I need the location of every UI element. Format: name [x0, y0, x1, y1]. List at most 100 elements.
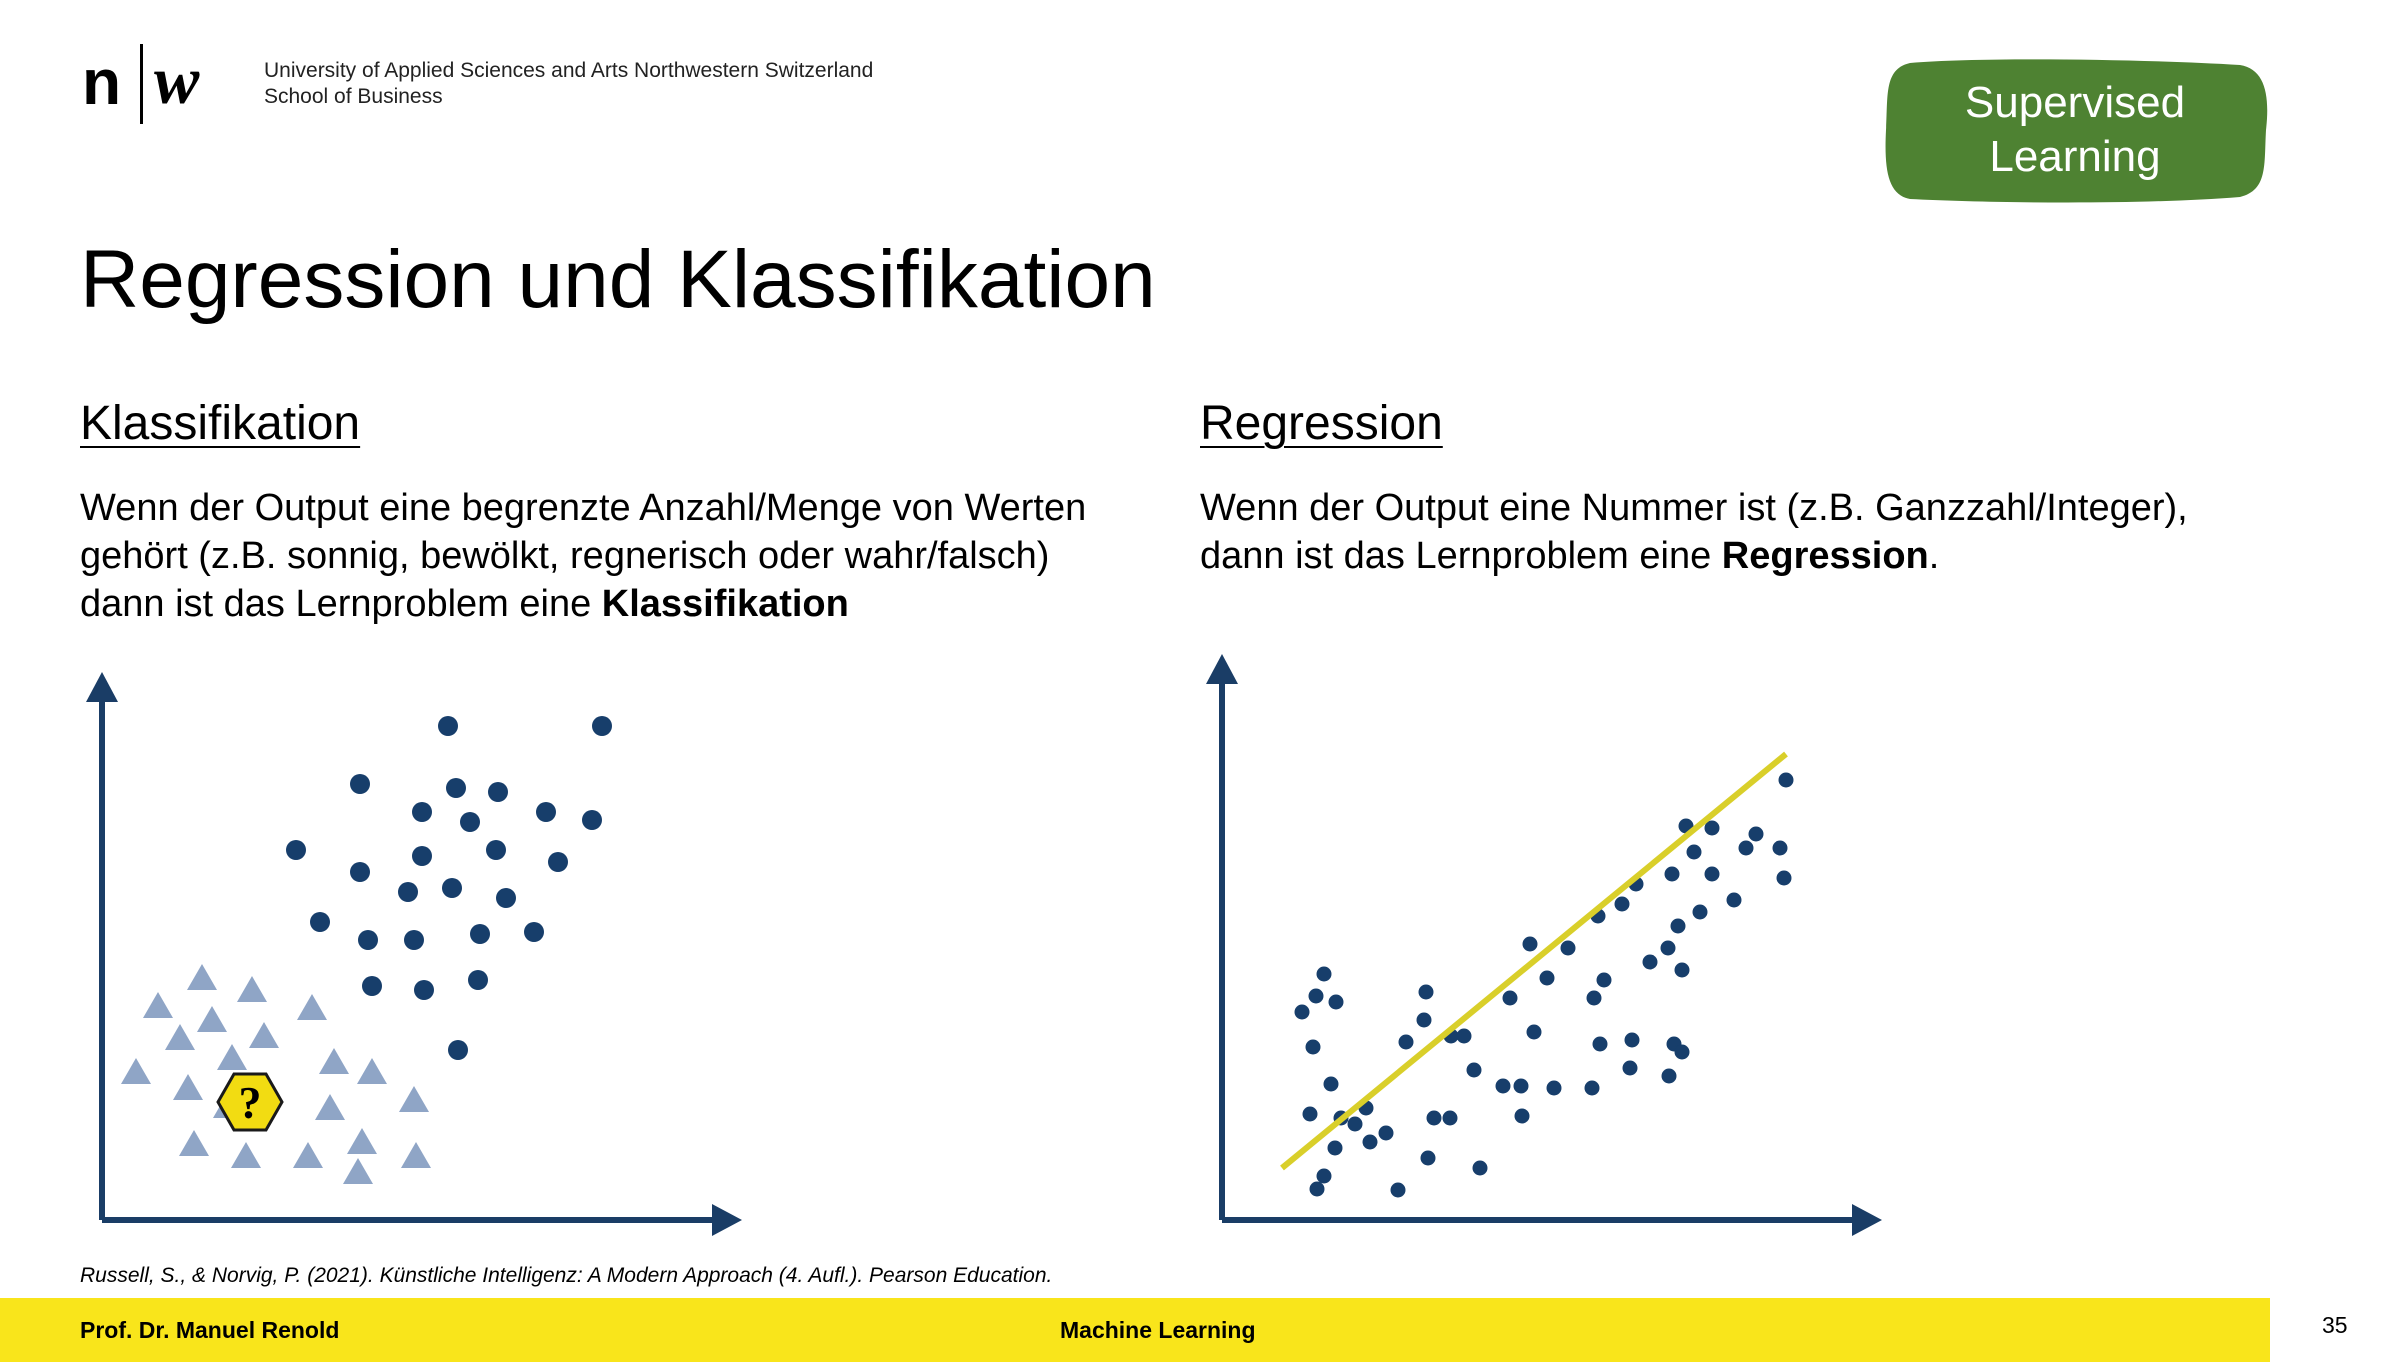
class-a-dot	[496, 888, 516, 908]
class-a-dot	[412, 802, 432, 822]
badge-label: Supervised Learning	[1880, 76, 2270, 184]
regression-sample-dot	[1692, 904, 1708, 920]
regression-sample-dot	[1664, 866, 1680, 882]
regression-sample-dot	[1513, 1078, 1529, 1094]
badge-line-1: Supervised	[1964, 78, 2186, 127]
question-mark: ?	[239, 1077, 262, 1128]
regression-sample-dot	[1592, 1036, 1608, 1052]
regression-sample-dot	[1416, 1012, 1432, 1028]
class-b-triangle	[401, 1142, 431, 1168]
class-a-dot	[582, 810, 602, 830]
class-a-dot	[350, 774, 370, 794]
regression-line-1: Wenn der Output eine Nummer ist (z.B. Ga…	[1200, 487, 2188, 529]
regression-sample-dot	[1546, 1080, 1562, 1096]
regression-sample-dot	[1526, 1024, 1542, 1040]
class-a-dot	[460, 812, 480, 832]
class-b-triangle	[343, 1158, 373, 1184]
regression-line	[1280, 751, 1788, 1171]
regression-sample-dot	[1560, 940, 1576, 956]
regression-sample-dot	[1327, 1140, 1343, 1156]
class-a-dot	[446, 778, 466, 798]
regression-sample-dot	[1418, 984, 1434, 1000]
class-a-dot	[470, 924, 490, 944]
org-line-2: School of Business	[264, 85, 443, 108]
logo-w: w	[154, 42, 200, 118]
classification-line-3: dann ist das Lernproblem eine Klassifika…	[80, 580, 1086, 628]
regression-sample-dot	[1347, 1116, 1363, 1132]
citation: Russell, S., & Norvig, P. (2021). Künstl…	[80, 1264, 1053, 1287]
class-a-dot	[404, 930, 424, 950]
regression-sample-dot	[1661, 1068, 1677, 1084]
class-b-triangle	[143, 992, 173, 1018]
page-number: 35	[2322, 1312, 2348, 1338]
regression-sample-dot	[1674, 962, 1690, 978]
regression-line-2: dann ist das Lernproblem eine Regression…	[1200, 532, 2188, 580]
class-a-dot	[442, 878, 462, 898]
regression-sample-dot	[1772, 840, 1788, 856]
regression-sample-dot	[1309, 1181, 1325, 1197]
regression-sample-dot	[1596, 972, 1612, 988]
unknown-hexagon	[216, 1072, 284, 1132]
y-axis-arrow	[86, 672, 118, 702]
regression-sample-dot	[1456, 1028, 1472, 1044]
class-a-dot	[468, 970, 488, 990]
unknown-sample: ?	[216, 1072, 284, 1132]
classification-axes	[86, 672, 742, 1236]
regression-sample-dot	[1670, 918, 1686, 934]
regression-sample-dot	[1316, 1168, 1332, 1184]
class-b-triangle	[315, 1094, 345, 1120]
class-a-dot	[286, 840, 306, 860]
class-a-dot	[438, 716, 458, 736]
class-b-triangle	[179, 1130, 209, 1156]
class-b-triangle	[357, 1058, 387, 1084]
regression-sample-dot	[1323, 1076, 1339, 1092]
regression-sample-dot	[1390, 1182, 1406, 1198]
regression-sample-dot	[1726, 892, 1742, 908]
regression-sample-dot	[1674, 1044, 1690, 1060]
class-a-dot	[488, 782, 508, 802]
regression-dots	[1294, 772, 1794, 1198]
class-a-dot	[548, 852, 568, 872]
org-line-1: University of Applied Sciences and Arts …	[264, 59, 874, 82]
regression-sample-dot	[1776, 870, 1792, 886]
regression-sample-dot	[1420, 1150, 1436, 1166]
regression-line-2-period: .	[1928, 535, 1940, 577]
regression-bold-term: Regression	[1721, 535, 1929, 577]
classification-illustration: ?	[86, 672, 742, 1236]
class-b-triangle	[231, 1142, 261, 1168]
class-a-dot	[362, 976, 382, 996]
class-b-triangle	[237, 976, 267, 1002]
class-a-dot	[486, 840, 506, 860]
regression-sample-dot	[1704, 820, 1720, 836]
x-axis-arrow	[1852, 1204, 1882, 1236]
regression-sample-dot	[1308, 988, 1324, 1004]
x-axis-arrow	[712, 1204, 742, 1236]
regression-sample-dot	[1539, 970, 1555, 986]
regression-sample-dot	[1660, 940, 1676, 956]
regression-sample-dot	[1305, 1039, 1321, 1055]
class-a-dot	[536, 802, 556, 822]
fhnw-logo: n w	[82, 42, 232, 126]
class-b-triangle	[165, 1024, 195, 1050]
footer-course: Machine Learning	[1060, 1317, 1256, 1343]
regression-sample-dot	[1642, 954, 1658, 970]
regression-axes	[1206, 654, 1882, 1236]
class-b-triangle	[197, 1006, 227, 1032]
regression-sample-dot	[1586, 990, 1602, 1006]
classification-description: Wenn der Output eine begrenzte Anzahl/Me…	[80, 484, 1086, 628]
regression-sample-dot	[1472, 1160, 1488, 1176]
class-triangles	[121, 964, 431, 1184]
regression-sample-dot	[1514, 1108, 1530, 1124]
regression-sample-dot	[1362, 1134, 1378, 1150]
class-b-triangle	[249, 1022, 279, 1048]
regression-sample-dot	[1294, 1004, 1310, 1020]
class-a-dot	[358, 930, 378, 950]
regression-heading: Regression	[1200, 397, 1443, 450]
class-dots	[286, 716, 612, 1060]
regression-sample-dot	[1302, 1106, 1318, 1122]
regression-sample-dot	[1316, 966, 1332, 982]
slide-title: Regression und Klassifikation	[80, 234, 1156, 325]
badge-line-2: Learning	[1989, 132, 2161, 181]
y-axis-arrow	[1206, 654, 1238, 684]
class-a-dot	[310, 912, 330, 932]
